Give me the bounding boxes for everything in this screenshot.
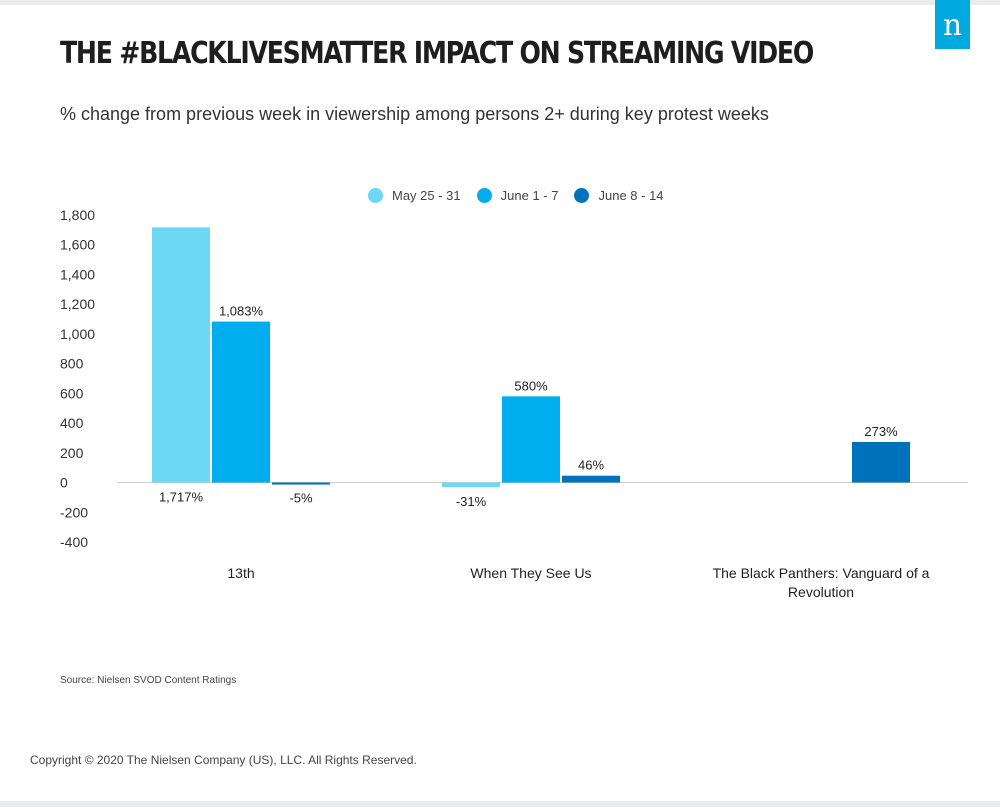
legend-swatch-2: [476, 187, 492, 203]
y-tick-label: -200: [60, 504, 88, 520]
y-tick-label: 1,800: [60, 207, 95, 223]
y-tick-label: 0: [60, 475, 68, 491]
legend-swatch-3: [574, 187, 590, 203]
data-label: 1,717%: [159, 490, 204, 505]
nielsen-logo: n: [935, 0, 970, 49]
x-category-label: When They See Us: [470, 565, 591, 581]
source-note: Source: Nielsen SVOD Content Ratings: [60, 675, 237, 686]
data-label: -5%: [289, 490, 313, 505]
legend-label-1: May 25 - 31: [392, 187, 461, 203]
y-tick-label: -400: [60, 534, 88, 550]
top-border: [0, 0, 1000, 5]
x-category-label: The Black Panthers: Vanguard of a: [713, 565, 930, 581]
bar: [852, 441, 910, 483]
data-label: -31%: [456, 494, 487, 509]
bar: [212, 321, 270, 483]
bar: [562, 475, 620, 483]
y-tick-label: 1,600: [60, 237, 95, 253]
bar: [272, 482, 330, 485]
y-tick-label: 800: [60, 356, 84, 372]
y-tick-label: 200: [60, 445, 84, 461]
bar: [502, 396, 560, 483]
legend-label-3: June 8 - 14: [598, 187, 664, 203]
legend-item-2: June 1 - 7: [476, 187, 559, 203]
legend-item-1: May 25 - 31: [368, 187, 461, 203]
y-tick-label: 400: [60, 415, 84, 431]
copyright-note: Copyright © 2020 The Nielsen Company (US…: [30, 753, 417, 767]
x-category-label: Revolution: [788, 584, 854, 600]
data-label: 273%: [864, 424, 898, 439]
legend-swatch-1: [368, 187, 383, 203]
y-tick-label: 600: [60, 385, 84, 401]
data-label: 46%: [578, 458, 604, 473]
data-label: 580%: [514, 378, 548, 393]
y-tick-label: 1,400: [60, 266, 95, 282]
chart-title: THE #BLACKLIVESMATTER IMPACT ON STREAMIN…: [60, 36, 814, 71]
chart-legend: May 25 - 31 June 1 - 7 June 8 - 14: [368, 186, 680, 204]
bar: [442, 482, 500, 488]
x-category-label: 13th: [227, 565, 254, 581]
chart-subtitle: % change from previous week in viewershi…: [60, 104, 769, 124]
legend-label-2: June 1 - 7: [500, 187, 559, 203]
data-label: 1,083%: [219, 304, 264, 319]
bar: [152, 227, 210, 483]
y-tick-label: 1,200: [60, 296, 95, 312]
y-tick-label: 1,000: [60, 326, 95, 342]
logo-letter: n: [942, 8, 963, 43]
legend-item-3: June 8 - 14: [574, 187, 664, 203]
bottom-border: [0, 801, 1000, 807]
